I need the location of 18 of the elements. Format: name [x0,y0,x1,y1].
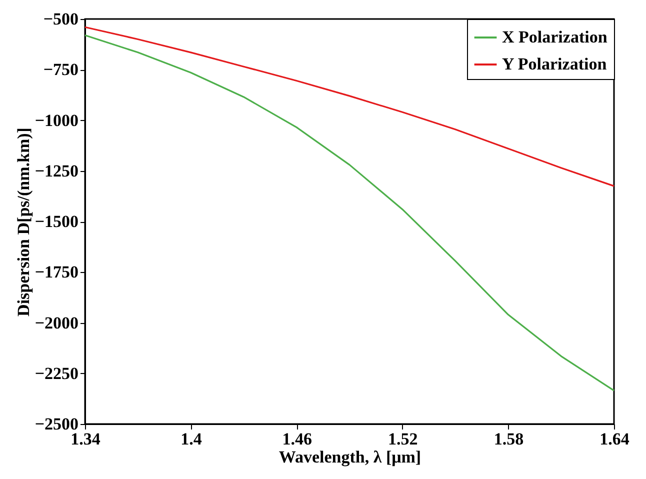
x-tick-label: 1.64 [600,430,630,448]
y-axis-title: Dispersion D[ps/(nm.km)] [14,128,33,316]
y-tick-label: −500 [43,10,78,28]
x-axis-title: Wavelength, λ [μm] [278,448,422,466]
y-tick-label: −1750 [34,262,78,282]
x-tick-label: 1.52 [388,430,418,448]
x-tick-label: 1.58 [494,430,524,448]
y-tick-label: −750 [43,60,78,80]
y-tick-label: −2000 [34,313,78,332]
y-tick-label: −1500 [34,212,78,231]
x-tick-label: 1.46 [282,430,312,448]
y-tick-label: −1000 [34,110,78,130]
legend-label: X Polarization [502,28,608,46]
line-series [84,26,615,187]
y-tick-label: −1250 [34,161,78,180]
y-tick-label: −2250 [34,364,78,383]
legend-label: Y Polarization [502,54,608,74]
x-tick-label: 1.4 [180,430,202,448]
